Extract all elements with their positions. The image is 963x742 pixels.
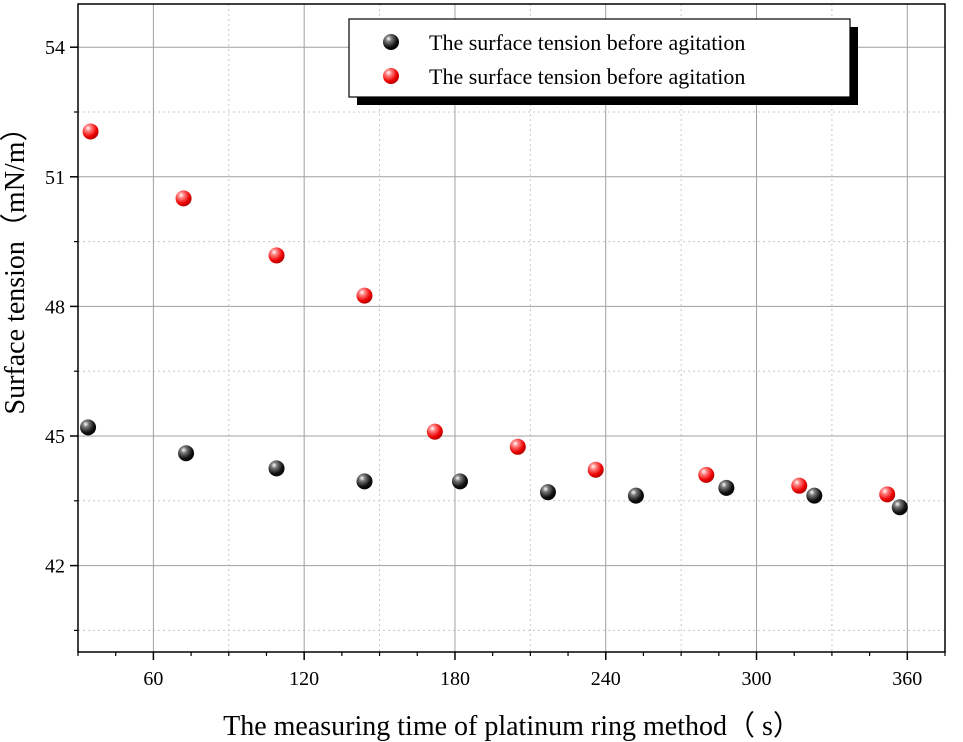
legend-label-0: The surface tension before agitation <box>429 30 745 55</box>
x-tick-label: 240 <box>591 668 621 690</box>
data-point-series-0 <box>268 460 285 477</box>
legend-marker-1 <box>383 68 399 84</box>
data-point-series-0 <box>178 445 195 462</box>
data-point-series-0 <box>891 499 908 516</box>
data-point-series-0 <box>806 487 823 504</box>
y-tick-label: 48 <box>45 296 65 318</box>
data-point-series-1 <box>356 287 373 304</box>
data-point-series-0 <box>539 484 556 501</box>
x-tick-labels: 60 120 180 240 300 360 <box>143 668 922 690</box>
data-points <box>80 123 908 516</box>
data-point-series-1 <box>879 486 896 503</box>
data-point-series-1 <box>509 438 526 455</box>
x-tick-label: 360 <box>892 668 922 690</box>
data-point-series-1 <box>175 190 192 207</box>
data-point-series-1 <box>791 477 808 494</box>
x-axis-title: The measuring time of platinum ring meth… <box>223 710 801 742</box>
data-point-series-1 <box>82 123 99 140</box>
y-tick-labels: 42 45 48 51 54 <box>45 37 65 577</box>
axes <box>70 3 946 660</box>
legend: The surface tension before agitation The… <box>348 18 858 105</box>
data-point-series-1 <box>698 466 715 483</box>
y-tick-label: 51 <box>45 167 65 189</box>
data-point-series-1 <box>426 423 443 440</box>
x-tick-label: 300 <box>742 668 772 690</box>
y-axis-title: Surface tension（mN/m） <box>0 114 31 415</box>
data-point-series-0 <box>356 473 373 490</box>
data-point-series-1 <box>268 247 285 264</box>
legend-label-1: The surface tension before agitation <box>429 64 745 89</box>
y-tick-label: 42 <box>45 556 65 578</box>
plot-frame <box>77 3 946 653</box>
x-tick-label: 180 <box>440 668 470 690</box>
y-tick-label: 54 <box>45 37 65 59</box>
data-point-series-0 <box>80 419 97 436</box>
data-point-series-0 <box>627 487 644 504</box>
data-point-series-1 <box>587 461 604 478</box>
x-tick-label: 120 <box>289 668 319 690</box>
x-tick-label: 60 <box>143 668 163 690</box>
legend-box <box>348 18 851 98</box>
y-tick-label: 45 <box>45 426 65 448</box>
data-point-series-0 <box>718 479 735 496</box>
data-point-series-0 <box>451 473 468 490</box>
legend-marker-0 <box>383 34 399 50</box>
